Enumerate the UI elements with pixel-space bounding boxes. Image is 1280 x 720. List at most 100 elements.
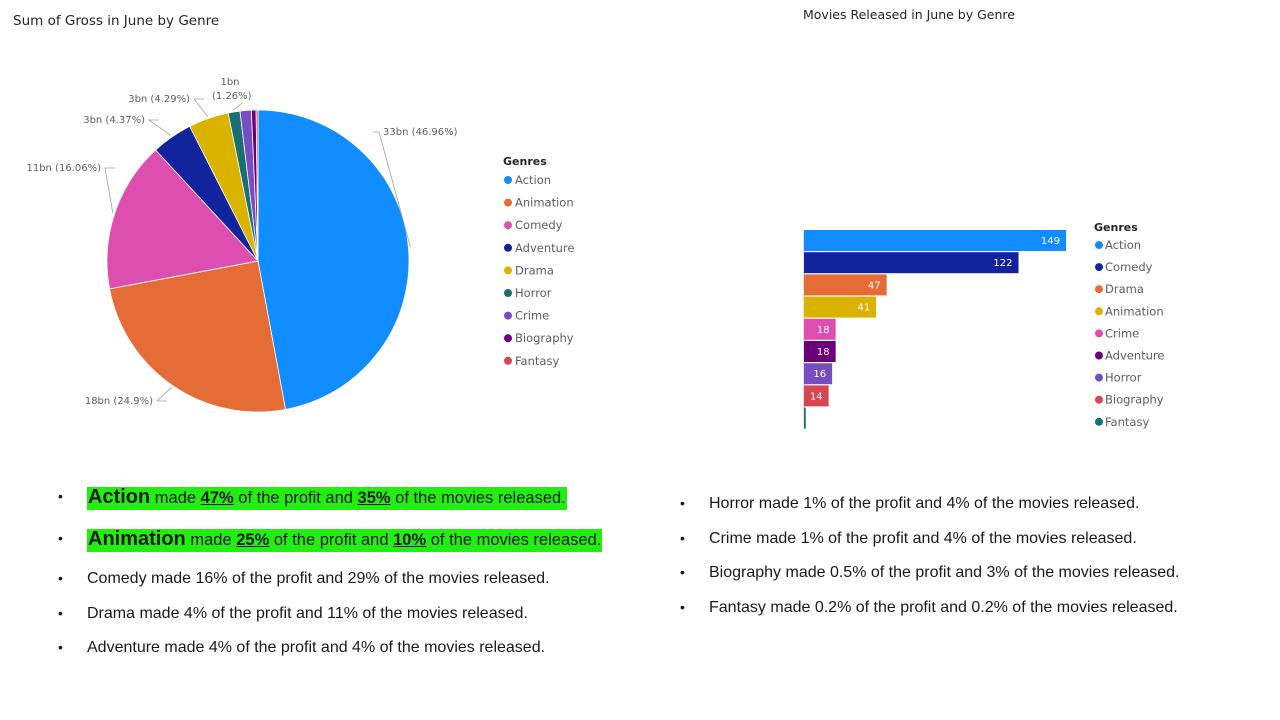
pie-chart-title: Sum of Gross in June by Genre (13, 13, 220, 29)
bullet-dot: • (58, 488, 63, 504)
pie-data-label-horror: 1bn (220, 77, 239, 88)
bar-fantasy (804, 407, 806, 429)
notes-right-list: • Horror made 1% of the profit and 4% of … (680, 495, 1180, 634)
pie-legend-marker-biography (504, 334, 512, 343)
note-text: of the profit and (233, 489, 358, 507)
bar-adventure (804, 341, 836, 362)
note-comedy: • Comedy made 16% of the profit and 29% o… (58, 570, 602, 605)
pie-legend-label-action: Action (515, 173, 551, 187)
bar-data-label-comedy: 122 (993, 258, 1012, 269)
note-text: of the movies released. (426, 531, 602, 549)
pie-leader-line (104, 167, 115, 213)
pie-legend-marker-animation (504, 198, 512, 207)
bar-comedy (804, 252, 1019, 274)
bullet-dot: • (58, 604, 63, 621)
bar-legend-label-biography: Biography (1105, 393, 1164, 407)
pie-legend-marker-fantasy (504, 356, 512, 365)
bar-legend-marker-fantasy (1095, 417, 1103, 426)
bar-legend-label-drama: Drama (1105, 282, 1144, 296)
pie-leader-line (373, 131, 411, 248)
bar-crime (804, 318, 836, 340)
bar-legend-marker-biography (1095, 395, 1103, 404)
pie-legend-label-animation: Animation (515, 196, 574, 210)
bar-legend-label-comedy: Comedy (1105, 260, 1153, 274)
bar-legend-marker-animation (1095, 307, 1103, 316)
pie-legend-marker-comedy (504, 221, 512, 230)
note-text: of the movies released. (390, 489, 566, 507)
bar-data-label-biography: 14 (810, 391, 823, 402)
bar-legend-label-action: Action (1105, 238, 1141, 252)
pie-legend-label-comedy: Comedy (515, 218, 563, 232)
bullet-dot: • (58, 530, 63, 546)
notes-left-list: • Action made 47% of the profit and 35% … (58, 486, 603, 674)
pie-leader-line (155, 386, 172, 402)
note-adventure: • Adventure made 4% of the profit and 4% … (58, 639, 602, 674)
pie-legend-label-crime: Crime (515, 309, 549, 323)
highlight: Animation made 25% of the profit and 10%… (87, 528, 603, 552)
note-crime: • Crime made 1% of the profit and 4% of t… (680, 529, 1180, 565)
note-text: Biography made 0.5% of the profit and 3%… (709, 564, 1180, 581)
bar-data-label-crime: 18 (817, 325, 830, 336)
note-animation: • Animation made 25% of the profit and 1… (58, 528, 603, 570)
bar-legend-marker-horror (1095, 373, 1103, 382)
profit-share: 25% (236, 531, 270, 549)
pie-legend-label-drama: Drama (515, 263, 554, 277)
pie-data-label-animation: 18bn (24.9%) (85, 396, 153, 407)
pie-legend-marker-horror (504, 289, 512, 297)
bar-legend-marker-drama (1095, 285, 1103, 294)
pie-legend-label-horror: Horror (515, 286, 552, 300)
pie-legend-marker-crime (504, 311, 512, 320)
bullet-dot: • (58, 639, 63, 655)
note-text: Fantasy made 0.2% of the profit and 0.2%… (709, 598, 1178, 616)
note-action: • Action made 47% of the profit and 35% … (58, 486, 602, 528)
release-share: 35% (357, 489, 391, 507)
bar-data-label-adventure: 18 (817, 347, 830, 358)
bullet-dot: • (680, 529, 685, 546)
profit-share: 47% (200, 489, 234, 507)
bar-legend-marker-adventure (1095, 351, 1103, 360)
pie-data-label-adventure: 3bn (4.37%) (83, 115, 145, 126)
pie-legend-title: Genres (503, 155, 547, 168)
bar-data-label-action: 149 (1041, 236, 1060, 247)
pie-legend-label-biography: Biography (515, 331, 574, 345)
bar-legend-label-fantasy: Fantasy (1105, 415, 1149, 429)
pie-leader-line (193, 98, 209, 117)
bar-legend-marker-crime (1095, 329, 1103, 338)
bar-legend-marker-comedy (1095, 263, 1103, 272)
note-text: Drama made 4% of the profit and 11% of t… (87, 604, 528, 622)
bar-legend-label-horror: Horror (1105, 371, 1142, 385)
note-text: made (150, 489, 201, 507)
bar-animation (804, 296, 877, 318)
pie-legend-label-fantasy: Fantasy (515, 354, 559, 368)
highlight: Action made 47% of the profit and 35% of… (87, 486, 567, 510)
pie-leader-line (147, 119, 171, 136)
note-text: Horror made 1% of the profit and 4% of t… (709, 495, 1140, 512)
bar-legend-title: Genres (1094, 221, 1138, 234)
pie-data-label-action: 33bn (46.96%) (383, 127, 458, 138)
pie-data-label-horror-pct: (1.26%) (212, 91, 252, 102)
note-biography: • Biography made 0.5% of the profit and 3… (680, 564, 1180, 599)
pie-legend-marker-adventure (504, 243, 512, 252)
bar-data-label-horror: 16 (813, 369, 826, 380)
pie-legend-marker-drama (504, 266, 512, 275)
pie-slice-fantasy (255, 109, 259, 262)
note-text: Crime made 1% of the profit and 4% of th… (709, 529, 1137, 547)
note-horror: • Horror made 1% of the profit and 4% of … (680, 495, 1180, 530)
pie-legend-marker-action (504, 176, 512, 184)
bullet-dot: • (680, 564, 685, 580)
bar-horror (804, 363, 833, 385)
note-fantasy: • Fantasy made 0.2% of the profit and 0.2… (680, 598, 1180, 634)
note-drama: • Drama made 4% of the profit and 11% of … (58, 604, 602, 640)
bar-chart-title: Movies Released in June by Genre (803, 7, 1015, 22)
note-text: made (185, 531, 237, 549)
bar-data-label-animation: 41 (857, 303, 870, 314)
genre-name: Action (88, 486, 151, 508)
pie-slice-animation (109, 260, 286, 413)
note-text: Comedy made 16% of the profit and 29% of… (87, 570, 550, 587)
pie-data-label-comedy: 11bn (16.06%) (26, 163, 101, 174)
bar-legend-marker-action (1095, 241, 1103, 249)
bullet-dot: • (58, 570, 63, 586)
pie-data-label-drama: 3bn (4.29%) (128, 94, 190, 105)
bar-legend-label-animation: Animation (1105, 304, 1164, 318)
charts-canvas: 33bn (46.96%) 18bn (24.9%) 11bn (16.06%) 3b… (26, 77, 1164, 429)
